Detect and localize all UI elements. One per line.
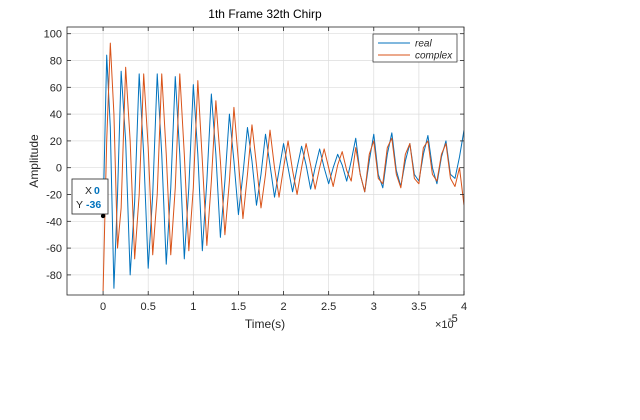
data-tip[interactable]: X 0 Y -36 (71, 178, 109, 219)
x-tick-label: 0 (100, 301, 106, 313)
legend-label-complex: complex (415, 51, 453, 62)
data-tip-marker (100, 213, 106, 219)
y-axis-label: Amplitude (27, 134, 41, 188)
x-tick-label: 2.5 (321, 301, 336, 313)
data-tip-x-label: X (85, 185, 92, 197)
y-tick-label: -20 (46, 190, 62, 202)
y-tick-label: 80 (50, 56, 62, 68)
y-tick-label: 40 (50, 109, 62, 121)
x-axis-label: Time(s) (245, 317, 285, 331)
y-tick-label: 0 (56, 163, 62, 175)
legend-label-real: real (415, 39, 432, 50)
x-axis-exponent-power: -5 (448, 313, 458, 325)
x-tick-label: 3.5 (411, 301, 426, 313)
x-tick-label: 0.5 (141, 301, 156, 313)
legend[interactable]: real complex (372, 33, 458, 63)
series-layer (102, 42, 464, 291)
data-tip-x-value: 0 (94, 185, 100, 197)
y-tick-label: 60 (50, 82, 62, 94)
y-tick-label: -40 (46, 216, 62, 228)
data-tip-y-value: -36 (86, 199, 101, 211)
y-tick-label: 20 (50, 136, 62, 148)
x-tick-label: 3 (371, 301, 377, 313)
x-tick-label: 1.5 (231, 301, 246, 313)
series-line-complex (102, 42, 464, 291)
data-tip-y-label: Y (76, 199, 83, 211)
x-tick-label: 1 (190, 301, 196, 313)
chart-title: 1th Frame 32th Chirp (208, 7, 322, 21)
y-tick-label: -60 (46, 243, 62, 255)
plot-area (67, 27, 464, 295)
x-axis-exponent-label: ×10 (435, 319, 454, 331)
x-tick-label: 2 (280, 301, 286, 313)
y-tick-label: -80 (46, 270, 62, 282)
legend-box (372, 33, 458, 63)
grid (67, 27, 465, 295)
data-tip-box (71, 178, 109, 215)
y-axis: -80 -60 -40 -20 0 20 40 60 80 100 (44, 29, 464, 282)
x-tick-label: 4 (461, 301, 467, 313)
y-tick-label: 100 (44, 29, 62, 41)
x-axis: 0 0.5 1 1.5 2 2.5 3 3.5 4 (100, 27, 467, 313)
axes-box (66, 26, 465, 296)
